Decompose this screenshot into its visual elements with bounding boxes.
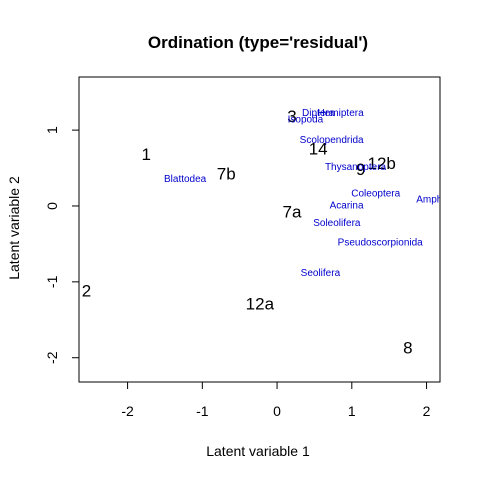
axes: -2 -1 0 1 2 -2 -1 0 1 <box>44 126 431 419</box>
y-tick-label: 1 <box>44 126 60 134</box>
x-axis-label: Latent variable 1 <box>206 443 310 459</box>
plot-frame <box>78 76 441 383</box>
site-label: 12a <box>246 294 275 313</box>
species-label: Hemiptera <box>318 108 365 119</box>
site-label: 12b <box>368 154 396 173</box>
species-label: Coleoptera <box>351 188 400 199</box>
species-label: Scolopendrida <box>300 135 364 146</box>
site-label: 3 <box>287 107 296 126</box>
species-label: Isopoda <box>288 115 324 126</box>
species-label: Blattodea <box>164 174 207 185</box>
species-label: Diptera <box>302 108 335 119</box>
site-label: 7b <box>217 165 236 184</box>
x-tick-label: 1 <box>348 403 356 419</box>
site-label: 14 <box>309 140 328 159</box>
species-label: Soleolifera <box>313 218 361 229</box>
x-tick-label: -2 <box>121 403 134 419</box>
x-tick-label: -1 <box>196 403 209 419</box>
chart-title: Ordination (type='residual') <box>148 33 368 52</box>
site-label: 9 <box>356 160 365 179</box>
y-tick-label: -1 <box>44 275 60 288</box>
species-label: Thysanoptera <box>325 162 387 173</box>
species-label: Acarina <box>330 200 364 211</box>
y-axis-label: Latent variable 2 <box>6 176 22 280</box>
y-tick-label: 0 <box>44 202 60 210</box>
y-tick-label: -2 <box>44 351 60 364</box>
site-label: 1 <box>142 145 151 164</box>
site-label: 8 <box>403 338 412 357</box>
site-label: 7a <box>283 203 302 222</box>
species-label: Amphipoda <box>416 194 467 205</box>
x-tick-label: 0 <box>273 403 281 419</box>
species-label: Pseudoscorpionida <box>338 238 423 249</box>
site-label: 2 <box>82 281 91 300</box>
species-label: Seolifera <box>301 268 341 279</box>
x-tick-label: 2 <box>423 403 431 419</box>
